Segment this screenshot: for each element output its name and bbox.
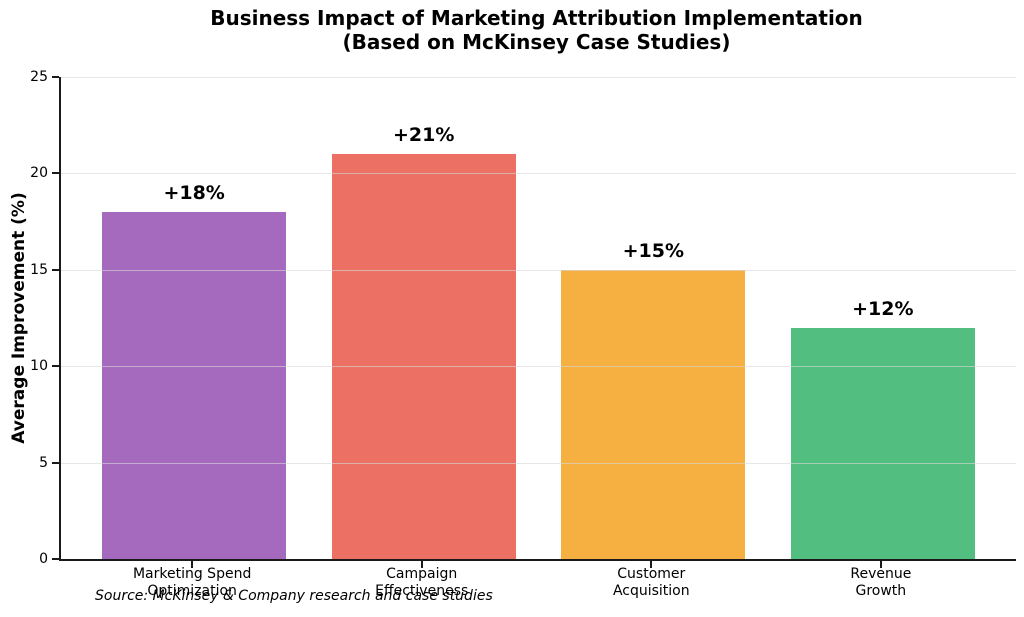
bar-value-label-1: +18% xyxy=(163,181,225,204)
gridline-y-15 xyxy=(61,269,1016,271)
chart-title: Business Impact of Marketing Attribution… xyxy=(59,6,1014,54)
y-axis-label: Average Improvement (%) xyxy=(9,192,29,444)
x-tick-label-line: Optimization xyxy=(147,582,237,599)
x-tick-label-2: Campaign Effectiveness xyxy=(375,566,468,599)
bar-1 xyxy=(102,211,286,559)
bar-3 xyxy=(561,269,746,559)
y-tick-label-10: 10 xyxy=(30,358,48,375)
x-tick-label-3: Customer Acquisition xyxy=(613,566,690,599)
y-tick-mark-15 xyxy=(52,268,59,271)
y-tick-mark-5 xyxy=(52,461,59,464)
gridline-y-10 xyxy=(61,366,1016,368)
bar-value-label-2: +21% xyxy=(393,124,455,147)
x-tick-label-1: Marketing Spend Optimization xyxy=(133,566,251,599)
x-tick-mark-2 xyxy=(420,561,423,568)
x-tick-label-line: Customer xyxy=(617,566,686,582)
chart-title-line2: (Based on McKinsey Case Studies) xyxy=(342,30,731,54)
x-tick-label-4: Revenue Growth xyxy=(850,566,911,599)
y-tick-mark-25 xyxy=(52,76,59,78)
y-tick-mark-0 xyxy=(52,558,59,560)
chart-title-line1: Business Impact of Marketing Attribution… xyxy=(210,6,863,30)
y-tick-label-20: 20 xyxy=(30,165,48,182)
y-tick-mark-20 xyxy=(52,172,59,175)
y-tick-label-0: 0 xyxy=(39,551,48,567)
bar-4 xyxy=(791,327,975,559)
y-tick-label-25: 25 xyxy=(30,69,48,85)
x-tick-label-line: Marketing Spend xyxy=(132,566,252,582)
x-tick-mark-1 xyxy=(191,561,194,568)
y-tick-mark-10 xyxy=(52,365,59,368)
x-tick-mark-3 xyxy=(650,561,653,568)
gridline-y-20 xyxy=(61,173,1016,175)
gridline-y-25 xyxy=(61,77,1016,78)
source-note: Source: McKinsey & Company research and … xyxy=(95,588,493,604)
x-tick-label-line: Effectiveness xyxy=(375,582,469,599)
x-tick-label-line: Revenue xyxy=(850,566,912,582)
plot-area: +18% +21% +15% +12% xyxy=(59,77,1016,561)
x-tick-label-line: Growth xyxy=(855,582,907,599)
bar-2 xyxy=(331,154,516,559)
y-tick-label-15: 15 xyxy=(30,261,48,278)
x-tick-label-line: Acquisition xyxy=(612,582,690,599)
y-tick-label-5: 5 xyxy=(39,454,48,471)
x-tick-label-line: Campaign xyxy=(386,566,458,582)
bar-value-label-3: +15% xyxy=(622,239,684,262)
x-tick-mark-4 xyxy=(879,561,882,568)
gridline-y-5 xyxy=(61,462,1016,464)
bar-value-label-4: +12% xyxy=(852,297,914,320)
